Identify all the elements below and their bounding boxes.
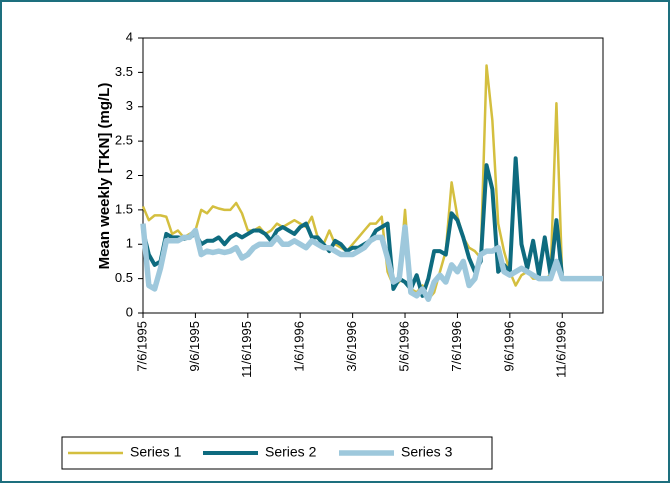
x-tick-label: 5/6/1996	[396, 321, 411, 372]
y-tick-label: 0	[126, 304, 133, 319]
y-tick-label: 0.5	[115, 270, 133, 285]
legend-label: Series 2	[265, 444, 317, 460]
x-tick-label: 3/6/1996	[344, 321, 359, 372]
legend-label: Series 3	[401, 444, 453, 460]
y-tick-label: 3.5	[115, 64, 133, 79]
y-axis-label: Mean weekly [TKN] (mg/L)	[96, 83, 113, 270]
y-tick-label: 3	[126, 98, 133, 113]
series-line	[140, 223, 603, 302]
y-tick-label: 4	[126, 29, 133, 44]
x-tick-label: 11/6/1996	[554, 321, 569, 378]
x-tick-label: 11/6/1995	[239, 321, 254, 378]
y-tick-label: 2.5	[115, 133, 133, 148]
x-tick-label: 9/6/1996	[501, 321, 516, 372]
x-tick-label: 9/6/1995	[187, 321, 202, 372]
y-tick-label: 1.5	[115, 201, 133, 216]
y-tick-label: 1	[126, 236, 133, 251]
legend	[61, 436, 493, 470]
x-tick-label: 7/6/1995	[134, 321, 149, 372]
x-tick-label: 7/6/1996	[449, 321, 464, 372]
x-tick-label: 1/6/1996	[292, 321, 307, 372]
legend-label: Series 1	[130, 444, 182, 460]
y-tick-label: 2	[126, 167, 133, 182]
series-line	[141, 156, 603, 298]
plot-area	[142, 37, 604, 314]
